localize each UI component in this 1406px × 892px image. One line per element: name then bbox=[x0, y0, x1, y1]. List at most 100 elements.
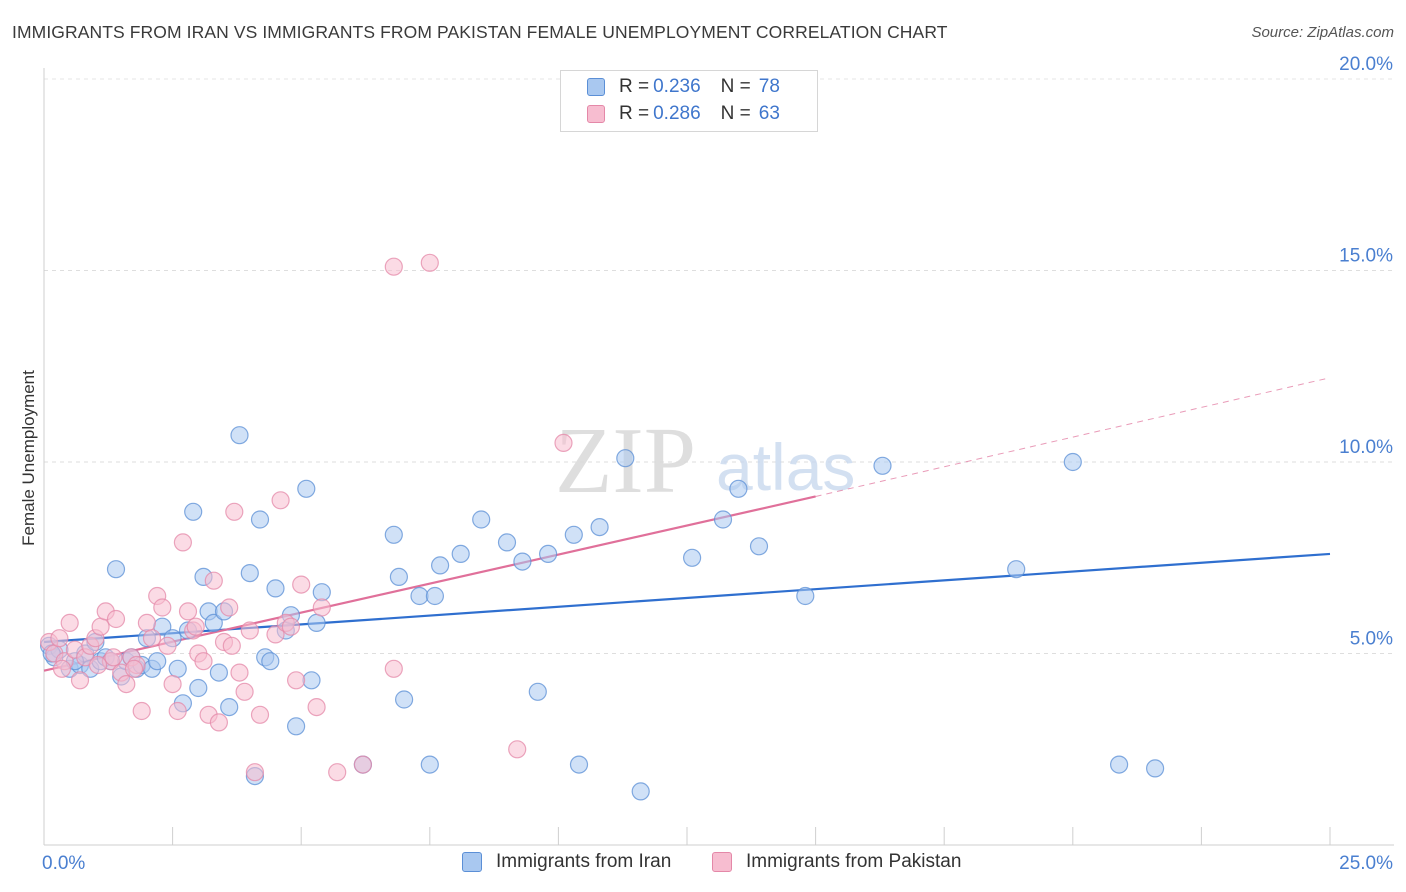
iran-point bbox=[796, 586, 815, 606]
iran-point bbox=[713, 510, 733, 529]
pakistan-trend-extension bbox=[815, 377, 1331, 497]
iran-point bbox=[1063, 452, 1082, 472]
iran-point bbox=[682, 548, 702, 567]
r-label: R = bbox=[619, 76, 650, 97]
iran-point bbox=[384, 525, 403, 544]
pakistan-point bbox=[124, 659, 144, 678]
pakistan-point bbox=[168, 701, 187, 721]
pakistan-point bbox=[307, 697, 326, 717]
pakistan-point bbox=[240, 621, 259, 640]
iran-point bbox=[425, 586, 444, 606]
iran-point bbox=[302, 671, 321, 690]
iran-point bbox=[240, 563, 259, 583]
pakistan-point bbox=[104, 648, 123, 667]
legend-label-iran: Immigrants from Iran bbox=[496, 851, 672, 872]
pakistan-point bbox=[266, 625, 285, 644]
pakistan-point bbox=[132, 701, 151, 721]
iran-point bbox=[538, 544, 558, 564]
pakistan-point bbox=[384, 659, 403, 678]
pakistan-point bbox=[281, 617, 300, 636]
legend-item-pakistan[interactable]: Immigrants from Pakistan bbox=[712, 851, 961, 873]
iran-point bbox=[631, 782, 650, 801]
pakistan-point bbox=[225, 502, 244, 521]
iran-trend-line bbox=[43, 552, 1331, 644]
iran-point bbox=[148, 652, 167, 671]
pakistan-point bbox=[245, 763, 264, 782]
correlation-legend: R = 0.236 N = 78 R = 0.286 N = 63 bbox=[560, 70, 818, 132]
pakistan-point bbox=[137, 613, 156, 633]
pakistan-swatch bbox=[587, 105, 605, 123]
iran-point bbox=[1145, 759, 1165, 778]
pakistan-swatch bbox=[712, 852, 732, 872]
iran-point bbox=[590, 517, 609, 537]
x-tick-label-min: 0.0% bbox=[42, 853, 85, 874]
iran-point bbox=[472, 510, 491, 529]
n-value: 63 bbox=[758, 103, 780, 124]
pakistan-point bbox=[554, 433, 573, 452]
pakistan-point bbox=[292, 575, 311, 594]
iran-point bbox=[307, 613, 326, 633]
pakistan-point bbox=[173, 533, 192, 552]
x-tick-label-max: 25.0% bbox=[1339, 853, 1393, 874]
pakistan-point bbox=[70, 671, 90, 690]
series-legend: Immigrants from Iran Immigrants from Pak… bbox=[0, 851, 1406, 877]
iran-point bbox=[250, 510, 270, 529]
iran-point bbox=[189, 678, 208, 698]
iran-point bbox=[1007, 560, 1026, 579]
pakistan-point bbox=[204, 571, 223, 590]
iran-point bbox=[297, 479, 316, 498]
pakistan-point bbox=[312, 598, 331, 617]
y-tick-label: 5.0% bbox=[1350, 629, 1393, 650]
source-credit: Source: ZipAtlas.com bbox=[1251, 24, 1394, 41]
iran-point bbox=[564, 525, 583, 544]
iran-point bbox=[389, 567, 408, 587]
pakistan-point bbox=[235, 682, 254, 701]
iran-point bbox=[204, 613, 223, 633]
iran-point bbox=[261, 652, 280, 671]
legend-row-pakistan: R = 0.286 N = 63 bbox=[587, 102, 800, 126]
pakistan-point bbox=[420, 253, 439, 272]
iran-point bbox=[451, 544, 470, 564]
axes: 5.0% 10.0% 15.0% 20.0% 0.0% 25.0% bbox=[42, 54, 1394, 874]
iran-point bbox=[569, 755, 589, 774]
iran-point bbox=[729, 479, 748, 498]
iran-point bbox=[513, 552, 532, 571]
pakistan-point bbox=[271, 491, 290, 510]
legend-row-iran: R = 0.236 N = 78 bbox=[587, 75, 800, 99]
y-axis-label: Female Unemployment bbox=[19, 370, 38, 546]
iran-point bbox=[431, 556, 450, 575]
r-label: R = bbox=[619, 103, 650, 124]
data-points bbox=[39, 253, 1165, 801]
legend-label-pakistan: Immigrants from Pakistan bbox=[746, 851, 962, 872]
iran-point bbox=[749, 537, 769, 556]
pakistan-point bbox=[250, 705, 270, 724]
y-tick-label: 10.0% bbox=[1339, 437, 1393, 458]
pakistan-point bbox=[186, 617, 205, 636]
iran-point bbox=[497, 533, 517, 552]
pakistan-point bbox=[508, 740, 527, 759]
iran-point bbox=[168, 659, 187, 678]
n-value: 78 bbox=[758, 76, 780, 97]
iran-point bbox=[312, 583, 331, 602]
legend-item-iran[interactable]: Immigrants from Iran bbox=[462, 851, 671, 873]
iran-point bbox=[528, 682, 547, 701]
iran-point bbox=[395, 690, 414, 709]
n-label: N = bbox=[720, 103, 751, 124]
pakistan-point bbox=[384, 257, 403, 276]
iran-point bbox=[420, 755, 439, 774]
pakistan-point bbox=[194, 652, 213, 671]
iran-point bbox=[220, 697, 239, 717]
pakistan-point bbox=[230, 663, 249, 682]
pakistan-point bbox=[163, 674, 182, 694]
pakistan-point bbox=[222, 636, 241, 655]
iran-swatch bbox=[587, 78, 605, 96]
pakistan-point bbox=[142, 629, 162, 648]
iran-point bbox=[106, 560, 126, 579]
iran-point bbox=[873, 456, 892, 475]
y-tick-label: 20.0% bbox=[1339, 54, 1393, 75]
iran-swatch bbox=[462, 852, 482, 872]
pakistan-point bbox=[106, 609, 126, 629]
iran-point bbox=[266, 579, 285, 598]
pakistan-point bbox=[353, 755, 372, 774]
